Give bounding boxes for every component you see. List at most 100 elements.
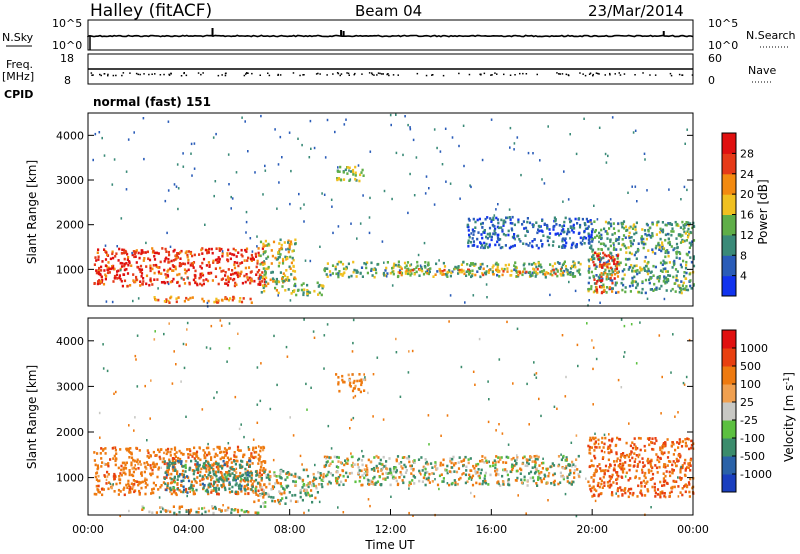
echo-cell xyxy=(214,462,217,466)
echo-cell xyxy=(515,271,518,274)
echo-cell xyxy=(551,264,554,268)
echo-cell xyxy=(250,471,253,475)
echo-cell xyxy=(404,266,407,269)
echo-cell xyxy=(462,458,466,462)
echo-cell xyxy=(166,470,170,473)
echo-cell xyxy=(611,270,614,273)
echo-cell xyxy=(314,484,318,488)
echo-cell xyxy=(172,277,175,281)
echo-cell xyxy=(494,466,497,470)
echo-cell xyxy=(213,300,216,304)
echo-cell xyxy=(591,495,594,498)
echo-cell xyxy=(688,272,691,276)
echo-cell xyxy=(273,473,276,476)
echo-cell xyxy=(229,297,232,300)
echo-cell xyxy=(212,136,215,139)
echo-cell xyxy=(306,291,309,294)
echo-cell xyxy=(562,243,565,247)
echo-cell xyxy=(326,262,329,265)
echo-cell xyxy=(663,494,666,498)
echo-cell xyxy=(112,483,114,486)
echo-cell xyxy=(382,455,385,459)
echo-cell xyxy=(684,490,687,494)
echo-cell xyxy=(337,466,340,469)
echo-cell xyxy=(389,271,392,275)
station-title: Halley (fitACF) xyxy=(90,1,212,21)
echo-cell xyxy=(287,241,290,244)
echo-cell xyxy=(631,281,634,284)
echo-cell xyxy=(664,280,667,284)
echo-cell xyxy=(237,492,240,495)
echo-cell xyxy=(483,231,486,234)
echo-cell xyxy=(481,262,484,266)
echo-cell xyxy=(390,471,393,475)
echo-cell xyxy=(549,272,552,276)
echo-cell xyxy=(671,287,674,291)
echo-cell xyxy=(322,475,325,479)
echo-cell xyxy=(134,467,137,471)
echo-cell xyxy=(176,482,179,485)
echo-cell xyxy=(348,379,351,382)
echo-cell xyxy=(134,480,137,483)
echo-cell xyxy=(607,254,610,257)
echo-cell xyxy=(547,499,549,502)
echo-cell xyxy=(595,234,599,238)
echo-cell xyxy=(128,473,131,477)
echo-cell xyxy=(170,488,173,492)
echo-cell xyxy=(167,482,170,485)
echo-cell xyxy=(569,273,572,276)
echo-cell xyxy=(155,251,159,255)
echo-cell xyxy=(435,262,438,266)
echo-cell xyxy=(460,270,464,274)
echo-cell xyxy=(517,220,520,224)
echo-cell xyxy=(517,234,520,238)
echo-cell xyxy=(528,221,532,225)
echo-cell xyxy=(586,322,588,325)
echo-cell xyxy=(225,278,228,282)
echo-cell xyxy=(319,472,322,475)
echo-cell xyxy=(591,238,594,242)
echo-cell xyxy=(133,483,136,486)
echo-cell xyxy=(652,274,655,277)
echo-cell xyxy=(128,491,131,494)
echo-cell xyxy=(560,458,563,462)
echo-cell xyxy=(590,287,593,291)
echo-cell xyxy=(157,468,160,471)
echo-cell xyxy=(636,282,639,286)
echo-cell xyxy=(107,464,110,468)
echo-cell xyxy=(271,270,274,274)
echo-cell xyxy=(192,472,195,476)
echo-cell xyxy=(275,289,278,292)
echo-cell xyxy=(628,236,631,240)
echo-cell xyxy=(243,488,246,491)
nave-point xyxy=(561,73,564,75)
echo-cell xyxy=(227,442,230,445)
echo-cell xyxy=(605,254,608,258)
echo-cell xyxy=(411,479,414,482)
echo-cell xyxy=(191,174,193,177)
echo-cell xyxy=(653,482,656,486)
echo-cell xyxy=(219,476,222,479)
echo-cell xyxy=(608,255,612,259)
echo-cell xyxy=(155,263,158,267)
echo-cell xyxy=(584,227,587,231)
echo-cell xyxy=(403,475,406,479)
echo-cell xyxy=(260,479,263,482)
echo-cell xyxy=(160,281,164,284)
echo-cell xyxy=(497,460,500,464)
echo-cell xyxy=(672,263,676,267)
noise-line xyxy=(87,28,694,50)
echo-cell xyxy=(285,496,288,500)
echo-cell xyxy=(104,463,107,466)
echo-cell xyxy=(494,243,497,247)
echo-cell xyxy=(671,471,674,475)
echo-cell xyxy=(577,454,580,458)
echo-cell xyxy=(257,499,260,502)
nave-point xyxy=(259,74,261,76)
echo-cell xyxy=(166,231,168,235)
echo-cell xyxy=(360,459,364,462)
nave-point xyxy=(432,74,434,76)
echo-cell xyxy=(676,279,679,282)
echo-cell xyxy=(604,264,607,267)
